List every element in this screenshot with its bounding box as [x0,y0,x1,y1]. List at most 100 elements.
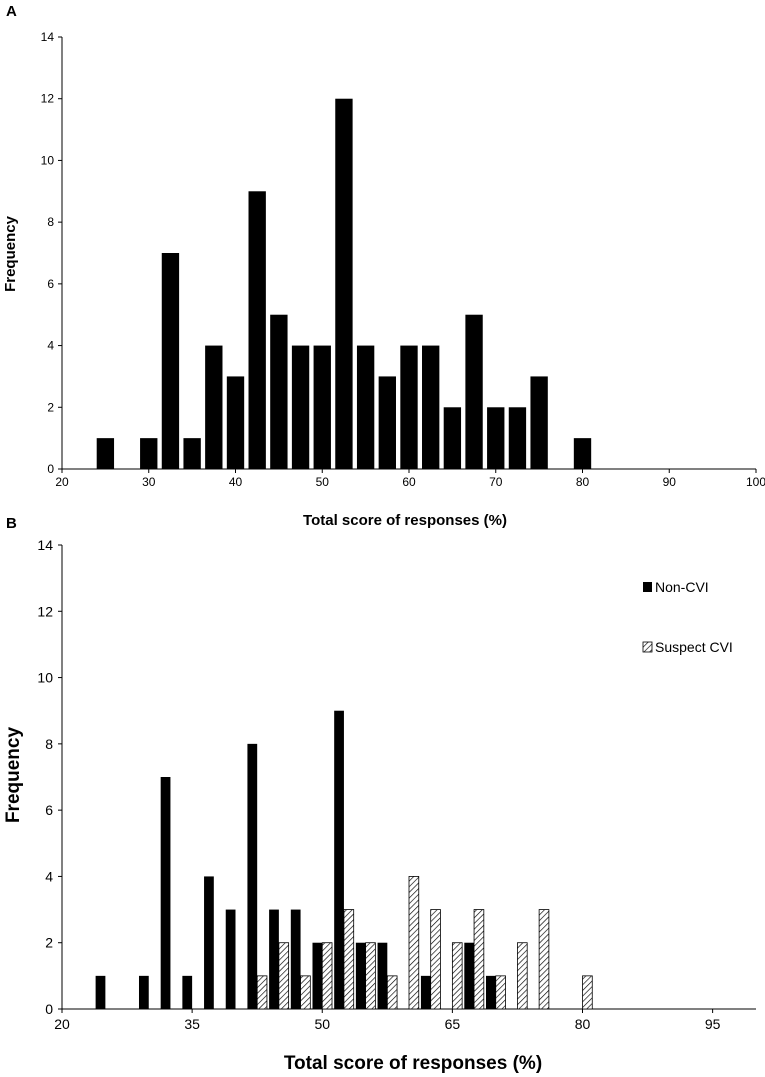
bar-suspect-cvi [430,909,441,1010]
panel-a-tick-labels: 0 2 4 6 8 10 12 14 20 30 40 50 60 70 80 90 100 [41,30,765,489]
x-tick-label: 30 [142,475,156,489]
bar-non-cvi [225,909,236,1009]
bar [356,345,375,469]
y-tick-label: 12 [37,603,53,619]
bar [205,345,223,469]
x-tick-label: 95 [705,1016,721,1032]
panel-b-x-axis-title: Total score of responses (%) [284,1053,542,1074]
bar-suspect-cvi [256,975,268,1010]
bar [96,438,115,469]
bar-suspect-cvi [386,975,398,1010]
legend: Non-CVI Suspect CVI [642,579,733,655]
panel-a-letter: A [6,3,17,20]
bar [487,407,505,469]
x-tick-label: 20 [55,475,69,489]
x-tick-label: 50 [316,475,330,489]
y-tick-label: 14 [41,30,55,44]
x-tick-label: 80 [575,1016,591,1032]
x-tick-label: 60 [402,475,416,489]
x-tick-label: 65 [445,1016,461,1032]
x-tick-label: 70 [489,475,503,489]
bar [313,345,331,469]
bar-suspect-cvi [343,909,355,1010]
panel-b-tick-labels: 0 2 4 6 8 10 12 14 20 35 50 65 80 95 [37,537,720,1032]
y-tick-label: 8 [45,736,53,752]
bar [573,438,592,469]
bar [140,438,158,469]
bar [335,98,353,469]
panel-b-y-axis-title: Frequency [3,727,24,824]
legend-item-suspect-cvi: Suspect CVI [642,639,733,655]
bar-non-cvi [138,975,149,1009]
y-tick-label: 4 [47,339,54,353]
panel-b-bars [95,710,593,1010]
legend-item-non-cvi: Non-CVI [643,579,709,595]
y-tick-label: 2 [47,400,54,414]
bar-suspect-cvi [278,942,290,1010]
y-tick-label: 0 [47,462,54,476]
bar [161,253,180,469]
y-tick-label: 6 [47,277,54,291]
bar [183,438,201,469]
panel-a-bars [96,98,592,470]
legend-label-suspect-cvi: Suspect CVI [655,639,733,655]
panel-b: B 0 2 4 6 8 10 12 14 20 35 50 65 80 95 Total score of… [3,515,756,1074]
bar-suspect-cvi [365,942,376,1010]
bar [422,345,440,469]
bar-non-cvi [377,942,388,1009]
x-tick-label: 40 [229,475,243,489]
bar-suspect-cvi [495,975,506,1010]
x-tick-label: 20 [54,1016,70,1032]
bar [465,314,483,469]
bar-suspect-cvi [517,942,528,1010]
bar-non-cvi [312,942,323,1009]
bar [248,191,266,470]
x-tick-label: 50 [314,1016,330,1032]
legend-swatch-suspect-cvi [642,641,653,653]
bar-non-cvi [355,942,366,1009]
panel-a-y-axis-title: Frequency [2,215,19,292]
bar-non-cvi [290,909,301,1009]
bar-non-cvi [464,942,475,1009]
y-tick-label: 6 [45,802,53,818]
bar-non-cvi [269,909,279,1009]
bar-non-cvi [182,975,193,1009]
y-tick-label: 0 [45,1001,53,1017]
bar [443,407,462,469]
bar-suspect-cvi [538,909,550,1010]
bar-suspect-cvi [300,975,311,1010]
bar-non-cvi [160,777,171,1009]
y-tick-label: 12 [41,92,55,106]
bar-suspect-cvi [321,942,333,1010]
bar-non-cvi [420,975,431,1009]
bar-suspect-cvi [473,909,485,1010]
legend-label-non-cvi: Non-CVI [655,579,709,595]
bar-non-cvi [247,743,258,1009]
y-tick-label: 10 [41,153,55,167]
bar [508,407,527,469]
x-tick-label: 35 [184,1016,200,1032]
panel-a: A 0 2 4 6 8 10 12 14 20 30 40 50 60 70 80 90 100 Total s… [2,3,765,529]
panel-a-x-axis-title: Total score of responses (%) [303,512,507,529]
bar [530,376,548,469]
panel-b-letter: B [6,515,17,532]
x-tick-label: 100 [746,475,765,489]
bar-suspect-cvi [582,975,593,1010]
bar-suspect-cvi [408,876,420,1010]
bar [270,314,288,469]
bar-non-cvi [334,710,344,1009]
bar [400,345,418,469]
y-tick-label: 2 [45,935,53,951]
bar-non-cvi [204,876,214,1009]
x-tick-label: 90 [663,475,677,489]
bar [226,376,245,469]
y-tick-label: 8 [47,215,54,229]
x-tick-label: 80 [576,475,590,489]
bar-non-cvi [485,975,496,1009]
legend-swatch-non-cvi [643,582,652,592]
bar [291,345,310,469]
y-tick-label: 4 [45,868,53,884]
bar [378,376,396,469]
y-tick-label: 14 [37,537,53,553]
